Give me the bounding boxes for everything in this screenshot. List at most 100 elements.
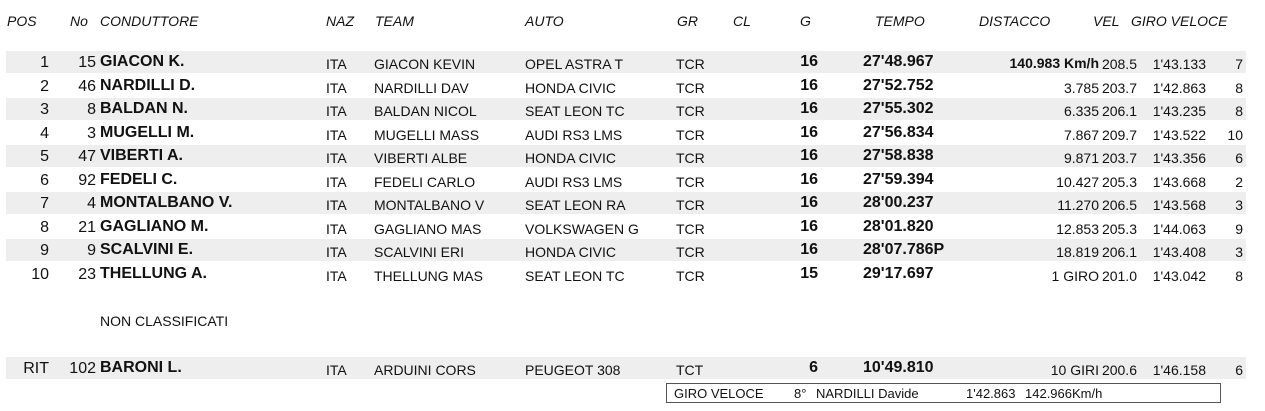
row-pos: 5 bbox=[40, 148, 49, 165]
row-car: SEAT LEON TC bbox=[525, 268, 625, 284]
row-group: TCR bbox=[676, 103, 705, 119]
row-best-lap: 1'46.158 bbox=[1152, 362, 1206, 378]
row-group: TCR bbox=[676, 127, 705, 143]
row-best-lap-number: 6 bbox=[1235, 150, 1243, 166]
table-row: 5 47 VIBERTI A. ITA VIBERTI ALBE HONDA C… bbox=[6, 145, 1246, 167]
row-best-lap-number: 8 bbox=[1235, 80, 1243, 96]
row-speed: 205.3 bbox=[1101, 174, 1137, 190]
row-driver: MONTALBANO V. bbox=[100, 194, 233, 211]
row-car: OPEL ASTRA T bbox=[525, 56, 624, 72]
row-car-number: 21 bbox=[78, 219, 96, 236]
row-speed: 206.5 bbox=[1101, 197, 1137, 213]
row-speed: 205.3 bbox=[1101, 221, 1137, 237]
row-group: TCR bbox=[676, 56, 705, 72]
row-laps: 6 bbox=[809, 359, 818, 376]
row-pos: 7 bbox=[40, 195, 49, 212]
row-nation: ITA bbox=[326, 174, 347, 190]
table-row: 6 92 FEDELI C. ITA FEDELI CARLO AUDI RS3… bbox=[6, 169, 1246, 191]
row-best-lap: 1'42.863 bbox=[1152, 80, 1206, 96]
row-speed: 201.0 bbox=[1101, 268, 1137, 284]
row-nation: ITA bbox=[326, 150, 347, 166]
row-gap: 11.270 bbox=[1057, 197, 1099, 213]
header-tempo: TEMPO bbox=[875, 13, 925, 29]
row-best-lap: 1'43.042 bbox=[1152, 268, 1206, 284]
row-car-number: 102 bbox=[69, 360, 96, 377]
table-row: 7 4 MONTALBANO V. ITA MONTALBANO V SEAT … bbox=[6, 192, 1246, 214]
table-row: 8 21 GAGLIANO M. ITA GAGLIANO MAS VOLKSW… bbox=[6, 216, 1246, 238]
row-pos: 9 bbox=[40, 242, 49, 259]
row-time: 27'56.834 bbox=[863, 124, 934, 141]
row-car: AUDI RS3 LMS bbox=[525, 127, 623, 143]
row-gap: 140.983 Km/h bbox=[1009, 55, 1100, 71]
row-speed: 209.7 bbox=[1101, 127, 1137, 143]
row-speed: 203.7 bbox=[1101, 150, 1137, 166]
row-speed: 200.6 bbox=[1101, 362, 1137, 378]
row-best-lap: 1'43.235 bbox=[1152, 103, 1206, 119]
row-laps: 16 bbox=[800, 171, 818, 188]
row-car-number: 9 bbox=[87, 242, 96, 259]
row-team: GAGLIANO MAS bbox=[374, 221, 482, 237]
row-laps: 16 bbox=[800, 241, 818, 258]
row-speed: 206.1 bbox=[1101, 244, 1137, 260]
row-best-lap: 1'43.408 bbox=[1152, 244, 1206, 260]
row-group: TCR bbox=[676, 268, 705, 284]
header-cl: CL bbox=[733, 13, 751, 29]
row-gap: 1 GIRO bbox=[1051, 268, 1099, 284]
row-group: TCR bbox=[676, 197, 705, 213]
row-team: THELLUNG MAS bbox=[374, 268, 483, 284]
row-laps: 15 bbox=[800, 265, 818, 282]
row-car-number: 23 bbox=[78, 266, 96, 283]
row-pos: 4 bbox=[40, 125, 49, 142]
row-team: GIACON KEVIN bbox=[374, 56, 476, 72]
row-nation: ITA bbox=[326, 244, 347, 260]
row-speed: 208.5 bbox=[1101, 56, 1137, 72]
row-team: SCALVINI ERI bbox=[374, 244, 464, 260]
row-team: NARDILLI DAV bbox=[374, 80, 469, 96]
row-time: 10'49.810 bbox=[863, 359, 934, 376]
row-laps: 16 bbox=[800, 77, 818, 94]
row-laps: 16 bbox=[800, 124, 818, 141]
row-time: 27'48.967 bbox=[863, 53, 934, 70]
row-group: TCR bbox=[676, 80, 705, 96]
row-laps: 16 bbox=[800, 218, 818, 235]
row-group: TCR bbox=[676, 150, 705, 166]
row-time: 27'52.752 bbox=[863, 77, 934, 94]
row-time: 28'01.820 bbox=[863, 218, 934, 235]
row-time: 28'07.786P bbox=[863, 241, 945, 258]
row-gap: 10.427 bbox=[1056, 174, 1099, 190]
row-best-lap: 1'44.063 bbox=[1152, 221, 1206, 237]
table-row: 3 8 BALDAN N. ITA BALDAN NICOL SEAT LEON… bbox=[6, 98, 1246, 120]
row-team: BALDAN NICOL bbox=[374, 103, 477, 119]
row-speed: 206.1 bbox=[1101, 103, 1137, 119]
row-nation: ITA bbox=[326, 362, 347, 378]
row-best-lap-number: 3 bbox=[1235, 197, 1243, 213]
row-group: TCR bbox=[676, 221, 705, 237]
row-nation: ITA bbox=[326, 197, 347, 213]
row-gap: 6.335 bbox=[1063, 103, 1099, 119]
fastest-lap-driver: NARDILLI Davide bbox=[816, 386, 919, 401]
row-car-number: 4 bbox=[87, 195, 96, 212]
header-gr: GR bbox=[677, 13, 698, 29]
row-nation: ITA bbox=[326, 56, 347, 72]
row-car: SEAT LEON TC bbox=[525, 103, 625, 119]
row-time: 27'58.838 bbox=[863, 147, 934, 164]
row-car-number: 92 bbox=[78, 172, 96, 189]
row-car: AUDI RS3 LMS bbox=[525, 174, 623, 190]
row-team: MONTALBANO V bbox=[374, 197, 485, 213]
fastest-lap-speed: 142.966Km/h bbox=[1025, 386, 1103, 401]
row-pos: 10 bbox=[31, 266, 49, 283]
row-team: VIBERTI ALBE bbox=[374, 150, 468, 166]
row-pos: 6 bbox=[40, 172, 49, 189]
row-gap: 18.819 bbox=[1056, 244, 1099, 260]
row-car-number: 8 bbox=[87, 101, 96, 118]
row-gap: 9.871 bbox=[1063, 150, 1099, 166]
row-team: MUGELLI MASS bbox=[374, 127, 480, 143]
row-best-lap-number: 6 bbox=[1235, 362, 1243, 378]
header-vel: VEL bbox=[1093, 13, 1120, 29]
row-best-lap-number: 8 bbox=[1235, 103, 1243, 119]
row-driver: NARDILLI D. bbox=[100, 77, 196, 94]
header-no: No bbox=[70, 13, 88, 29]
row-laps: 16 bbox=[800, 100, 818, 117]
table-row: 4 3 MUGELLI M. ITA MUGELLI MASS AUDI RS3… bbox=[6, 122, 1246, 144]
row-nation: ITA bbox=[326, 268, 347, 284]
